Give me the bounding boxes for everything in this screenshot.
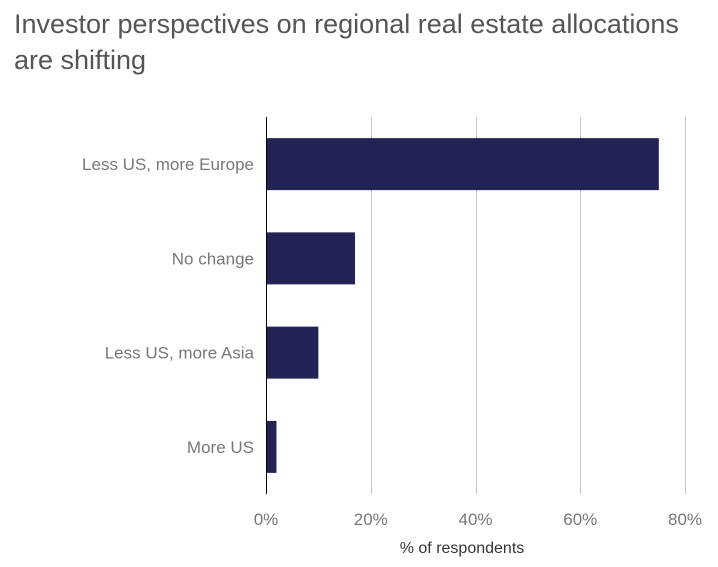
- x-tick-labels: 0% 20% 40% 60% 80%: [254, 510, 702, 529]
- bar: [266, 138, 659, 191]
- bar: [266, 326, 319, 379]
- x-tick-label: 20%: [354, 510, 388, 529]
- bars: [266, 138, 659, 473]
- bar: [266, 232, 356, 285]
- x-tick-label: 80%: [668, 510, 702, 529]
- x-tick-label: 0%: [254, 510, 279, 529]
- x-axis-title: % of respondents: [400, 540, 525, 557]
- category-label: No change: [172, 249, 254, 268]
- x-tick-label: 60%: [563, 510, 597, 529]
- bar: [266, 420, 277, 473]
- x-tick-label: 40%: [458, 510, 492, 529]
- category-label: Less US, more Europe: [82, 155, 254, 174]
- chart-title: Investor perspectives on regional real e…: [14, 9, 679, 75]
- category-label: More US: [187, 438, 254, 457]
- category-label: Less US, more Asia: [105, 344, 255, 363]
- category-labels: Less US, more Europe No change Less US, mo…: [82, 155, 255, 457]
